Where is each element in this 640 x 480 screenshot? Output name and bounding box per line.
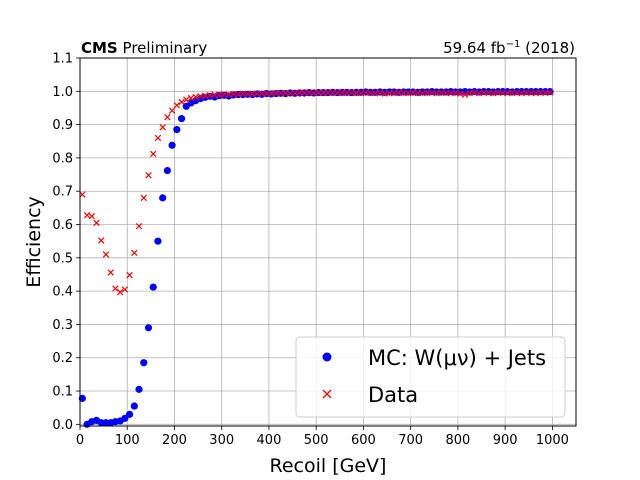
data-points [78, 88, 554, 428]
data-point [159, 124, 166, 131]
y-tick-label: 0.3 [52, 318, 73, 333]
y-tick-label: 0.2 [52, 351, 73, 366]
cms-label-preliminary: Preliminary [123, 39, 208, 57]
y-axis-title: Efficiency [23, 196, 45, 288]
mc-point [78, 394, 86, 402]
cms-label: CMS Preliminary [81, 39, 207, 57]
data-point [154, 134, 162, 142]
data-point [88, 212, 96, 220]
x-axis-title: Recoil [GeV] [270, 455, 387, 477]
x-tick-label: 500 [304, 433, 329, 448]
y-tick-label: 0.0 [52, 418, 73, 433]
legend-data-label: Data [368, 383, 418, 407]
data-point [376, 89, 384, 96]
mc-point [126, 410, 134, 418]
plot-frame [79, 57, 577, 427]
y-tick-label: 0.1 [52, 385, 73, 400]
data-point [183, 96, 190, 103]
mc-point [149, 283, 157, 291]
data-point [126, 271, 133, 279]
mc-point [130, 402, 138, 410]
data-point [131, 249, 138, 257]
data-point [249, 90, 256, 97]
mc-point [140, 359, 148, 367]
data-point [324, 89, 332, 96]
axis-ticks: 0 100 200 300 400 500 600 700 800 900 1000 0.0 0.1 0.… [52, 52, 569, 449]
data-point [121, 286, 129, 293]
data-point [173, 102, 181, 109]
data-point [187, 94, 195, 102]
data-point [98, 237, 105, 244]
x-tick-label: 200 [162, 433, 187, 448]
x-tick-label: 600 [351, 433, 376, 448]
mc-point [121, 414, 129, 422]
y-tick-label: 0.6 [52, 218, 73, 233]
y-tick-label: 1.0 [52, 85, 73, 100]
mc-point [173, 126, 181, 134]
x-tick-label: 400 [257, 433, 282, 448]
legend-mc-marker-icon [322, 352, 332, 362]
data-point [461, 91, 469, 98]
y-tick-label: 0.5 [52, 251, 73, 266]
data-point [145, 172, 152, 179]
cms-label-bold: CMS [81, 39, 118, 57]
x-tick-label: 100 [115, 433, 140, 448]
data-point [164, 114, 171, 121]
x-tick-label: 800 [445, 433, 470, 448]
data-point [116, 288, 124, 296]
y-tick-label: 1.1 [52, 52, 73, 67]
mc-point [154, 237, 162, 245]
legend-box [295, 336, 566, 418]
x-tick-label: 300 [209, 433, 234, 448]
data-point [140, 194, 147, 202]
data-point [112, 285, 119, 292]
data-point [457, 90, 464, 97]
data-point [135, 222, 143, 230]
mc-point [168, 141, 176, 149]
data-point [149, 150, 157, 158]
mc-point [177, 115, 186, 123]
x-tick-label: 700 [398, 433, 423, 448]
data-point [102, 251, 110, 258]
data-point [168, 107, 176, 114]
mc-point [135, 385, 143, 393]
luminosity-year-text: (2018) [525, 39, 575, 57]
x-tick-label: 900 [493, 433, 518, 448]
x-tick-label: 0 [76, 433, 84, 448]
y-tick-label: 0.7 [52, 185, 73, 200]
mc-point [159, 194, 167, 202]
mc-point [144, 324, 153, 332]
luminosity-exponent: −1 [506, 39, 521, 50]
legend-data-marker-icon [322, 389, 332, 399]
data-point [93, 219, 100, 227]
y-tick-label: 0.8 [52, 151, 73, 166]
data-point [546, 89, 554, 96]
legend-mc-label: MC: W(μν) + Jets [368, 346, 546, 370]
y-tick-label: 0.4 [52, 285, 73, 300]
data-point [452, 89, 459, 96]
mc-point [546, 88, 554, 96]
data-point [178, 98, 185, 106]
data-point [83, 211, 91, 219]
mc-point [163, 166, 171, 175]
luminosity-label: 59.64 fb−1 (2018) [443, 39, 575, 57]
data-point [107, 269, 114, 276]
x-tick-label: 1000 [536, 433, 569, 448]
y-tick-label: 0.9 [52, 118, 73, 133]
luminosity-value: 59.64 fb [443, 39, 506, 57]
legend: MC: W(μν) + Jets Data [295, 336, 566, 418]
